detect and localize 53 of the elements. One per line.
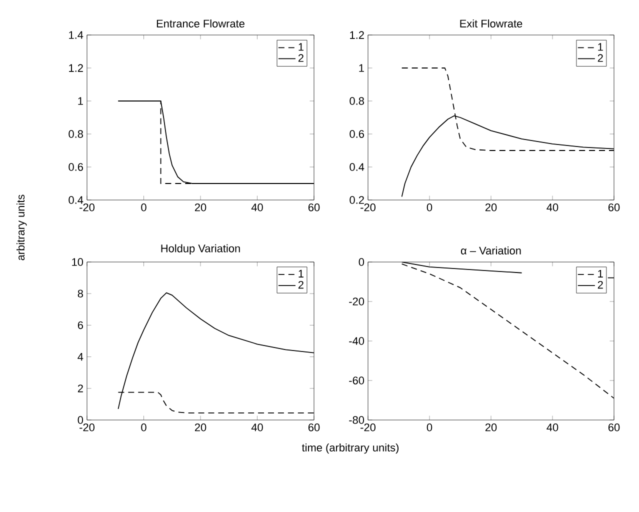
legend-label: 2: [298, 54, 304, 62]
y-tick-label: 8: [78, 290, 83, 298]
legend-label: 1: [598, 43, 603, 51]
chart-title: Entrance Flowrate: [156, 19, 244, 28]
legend-label: 1: [598, 270, 603, 278]
y-tick-label: 0.8: [68, 130, 83, 138]
chart-title: Holdup Variation: [161, 244, 240, 254]
x-tick-label: 20: [194, 204, 206, 212]
y-tick-label: 1: [359, 64, 364, 72]
x-tick-label: 0: [141, 424, 146, 432]
x-tick-label: 20: [194, 424, 206, 432]
y-tick-label: 0.4: [350, 163, 364, 171]
y-tick-label: 0.6: [68, 163, 83, 171]
x-tick-label: 60: [308, 424, 320, 432]
legend-label: 2: [598, 54, 603, 62]
y-tick-label: 0: [358, 258, 364, 266]
chart-title: Exit Flowrate: [460, 19, 522, 28]
y-tick-label: -80: [349, 416, 364, 424]
x-tick-label: 40: [251, 204, 263, 212]
y-tick-label: 0.2: [350, 196, 364, 204]
y-tick-label: 1.2: [350, 31, 364, 39]
y-tick-label: 10: [72, 258, 84, 266]
x-tick-label: 60: [308, 204, 320, 212]
x-tick-label: 0: [426, 424, 432, 432]
x-axis-title: time (arbitrary units): [302, 443, 399, 454]
y-tick-label: 0: [78, 416, 84, 424]
chart-title: α – Variation: [460, 246, 521, 255]
legend-label: 1: [298, 43, 304, 51]
legend-label: 2: [298, 280, 304, 289]
y-tick-label: 0.8: [350, 97, 364, 105]
x-tick-label: 40: [251, 424, 263, 432]
x-tick-label: 0: [141, 204, 146, 212]
y-tick-label: 1: [78, 97, 83, 105]
x-tick-label: 60: [608, 424, 620, 432]
y-axis-title: arbitrary units: [16, 194, 27, 260]
y-tick-label: 2: [78, 384, 83, 392]
y-tick-label: 0.6: [350, 130, 364, 138]
y-tick-label: -20: [349, 298, 364, 306]
y-tick-label: -40: [349, 337, 364, 345]
y-tick-label: 0.4: [68, 196, 84, 204]
x-tick-label: 40: [546, 424, 558, 432]
x-tick-label: 40: [546, 204, 558, 212]
y-tick-label: 6: [78, 321, 83, 330]
x-tick-label: 20: [485, 424, 497, 432]
y-tick-label: -60: [349, 376, 364, 384]
legend-label: 2: [598, 280, 603, 289]
x-tick-label: 0: [426, 204, 432, 212]
y-tick-label: 1.2: [69, 64, 83, 72]
x-tick-label: 20: [485, 204, 497, 212]
legend-label: 1: [298, 270, 304, 278]
y-tick-label: 1.4: [69, 31, 84, 39]
x-tick-label: 60: [608, 204, 620, 212]
y-tick-label: 4: [78, 353, 84, 361]
